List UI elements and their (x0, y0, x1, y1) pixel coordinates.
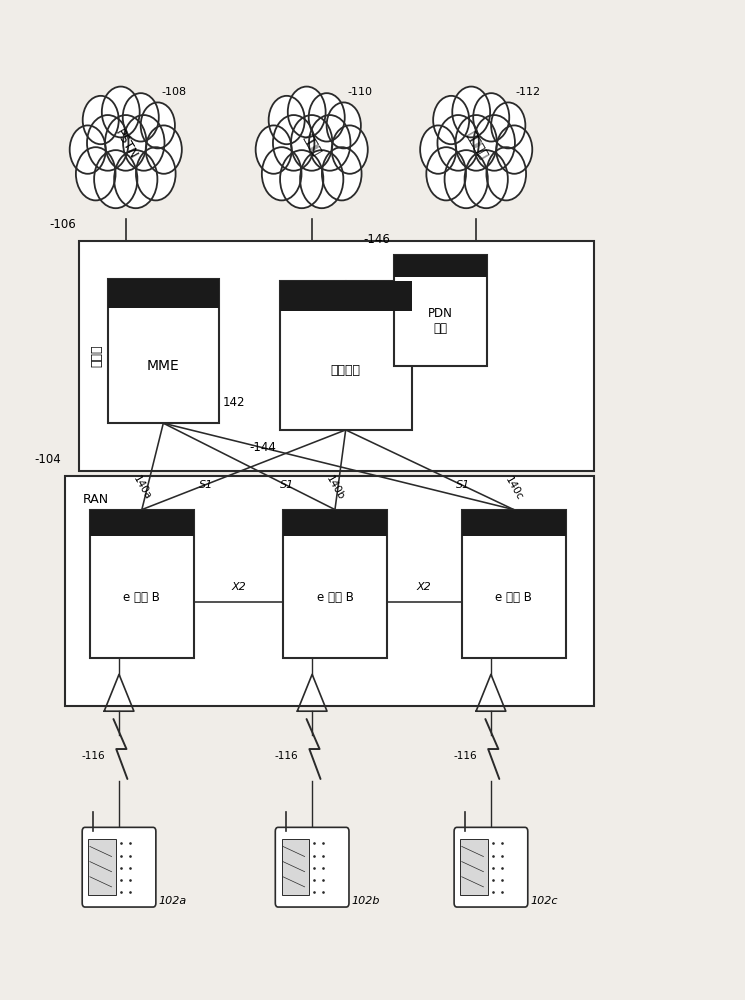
Circle shape (332, 125, 368, 174)
Circle shape (491, 102, 525, 148)
Text: e 节点 B: e 节点 B (124, 591, 160, 604)
Text: -144: -144 (249, 441, 276, 454)
Circle shape (445, 150, 488, 208)
Text: PDN
网关: PDN 网关 (428, 307, 453, 335)
Text: 102a: 102a (159, 896, 186, 906)
Circle shape (308, 93, 345, 142)
Text: -116: -116 (274, 751, 298, 761)
Circle shape (486, 147, 526, 200)
Bar (282, 839, 308, 895)
Circle shape (256, 125, 292, 174)
Text: 其它网络: 其它网络 (463, 129, 489, 161)
FancyBboxPatch shape (82, 827, 156, 907)
Bar (279, 281, 412, 430)
Circle shape (291, 115, 332, 171)
Bar (90, 510, 194, 536)
Bar (65, 476, 595, 706)
Bar (283, 510, 387, 658)
Circle shape (136, 147, 176, 200)
Circle shape (473, 93, 510, 142)
Text: S1: S1 (456, 480, 470, 490)
Text: RAN: RAN (83, 493, 109, 506)
Text: S1: S1 (279, 480, 294, 490)
Circle shape (123, 115, 165, 171)
Text: 102b: 102b (352, 896, 380, 906)
Text: 140b: 140b (324, 474, 346, 502)
Circle shape (300, 150, 343, 208)
Circle shape (322, 147, 361, 200)
Circle shape (102, 87, 139, 137)
Circle shape (426, 147, 466, 200)
FancyBboxPatch shape (276, 827, 349, 907)
Text: 因特网: 因特网 (300, 132, 323, 158)
Bar (79, 241, 595, 471)
Bar (460, 839, 487, 895)
Circle shape (309, 115, 350, 171)
Text: -108: -108 (162, 87, 187, 97)
Ellipse shape (86, 104, 165, 201)
Text: -146: -146 (364, 233, 390, 246)
Circle shape (76, 147, 115, 200)
Text: S1: S1 (200, 480, 214, 490)
Text: -116: -116 (81, 751, 105, 761)
Bar (394, 255, 487, 277)
Ellipse shape (273, 104, 351, 201)
Circle shape (437, 115, 479, 171)
Circle shape (261, 147, 302, 200)
Text: -116: -116 (453, 751, 477, 761)
Circle shape (273, 115, 314, 171)
Bar (283, 510, 387, 536)
Circle shape (105, 115, 147, 171)
Text: -106: -106 (49, 218, 76, 231)
Circle shape (114, 150, 157, 208)
Bar (89, 839, 115, 895)
Circle shape (326, 102, 361, 148)
Text: e 节点 B: e 节点 B (317, 591, 353, 604)
Circle shape (474, 115, 515, 171)
Text: 核心网: 核心网 (91, 345, 104, 367)
Bar (90, 510, 194, 658)
Circle shape (87, 115, 128, 171)
Bar (279, 281, 412, 311)
Circle shape (433, 96, 469, 144)
Text: -110: -110 (347, 87, 372, 97)
Circle shape (123, 93, 159, 142)
Text: PSTN: PSTN (112, 127, 139, 162)
Circle shape (452, 87, 490, 137)
Circle shape (496, 125, 532, 174)
Text: 142: 142 (222, 396, 245, 409)
Circle shape (269, 96, 305, 144)
Text: MME: MME (147, 359, 180, 373)
Text: -112: -112 (516, 87, 541, 97)
Circle shape (455, 115, 497, 171)
Text: 140c: 140c (503, 475, 524, 502)
Text: X2: X2 (417, 582, 431, 592)
Circle shape (94, 150, 137, 208)
Text: X2: X2 (231, 582, 246, 592)
FancyBboxPatch shape (454, 827, 527, 907)
Bar (108, 279, 219, 308)
Text: e 节点 B: e 节点 B (495, 591, 532, 604)
Circle shape (288, 87, 326, 137)
Bar (462, 510, 565, 536)
Circle shape (280, 150, 323, 208)
Bar (462, 510, 565, 658)
Text: -104: -104 (34, 453, 61, 466)
Text: 140a: 140a (131, 474, 153, 502)
Circle shape (420, 125, 456, 174)
Circle shape (465, 150, 508, 208)
Circle shape (146, 125, 182, 174)
Text: 服务网关: 服务网关 (331, 364, 361, 377)
Circle shape (70, 125, 106, 174)
Bar (394, 255, 487, 366)
Ellipse shape (437, 104, 516, 201)
Circle shape (141, 102, 175, 148)
Text: 102c: 102c (530, 896, 558, 906)
Bar (108, 279, 219, 423)
Circle shape (83, 96, 118, 144)
